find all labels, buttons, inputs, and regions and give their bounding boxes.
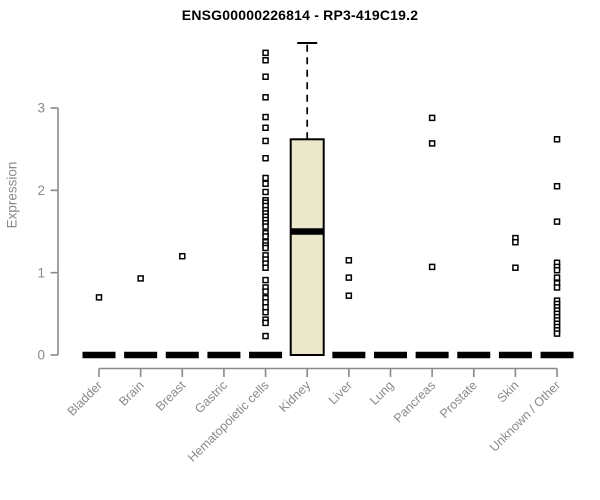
x-tick-label: Liver (326, 378, 355, 407)
outlier-point (262, 276, 269, 284)
x-tick-label: Kidney (276, 378, 313, 415)
x-tick-label: Brain (116, 378, 147, 409)
x-tick-label: Breast (153, 378, 189, 414)
outlier-point (262, 124, 269, 132)
chart-title: ENSG00000226814 - RP3-419C19.2 (181, 7, 419, 23)
median-line (207, 351, 241, 359)
outlier-point (553, 218, 561, 225)
outlier-point (262, 332, 269, 340)
median-line (540, 351, 574, 359)
outlier-point (262, 174, 269, 182)
outlier-point (262, 264, 269, 271)
median-line (82, 351, 116, 359)
outlier-point (95, 294, 103, 301)
outlier-point (512, 238, 519, 246)
outlier-point (553, 182, 561, 190)
outlier-point (553, 284, 561, 291)
outlier-point (262, 180, 269, 188)
outlier-point (512, 264, 519, 271)
outlier-point (262, 233, 269, 240)
x-tick-label: Lung (367, 378, 397, 408)
outlier-point (345, 257, 353, 264)
x-tick-label: Gastric (192, 378, 230, 416)
x-tick-label: Prostate (437, 378, 480, 421)
y-tick-label: 0 (37, 348, 45, 363)
median-line (498, 351, 532, 359)
outlier-point (428, 114, 436, 122)
outlier-point (262, 188, 269, 196)
median-line (249, 351, 283, 359)
outlier-point (179, 252, 186, 260)
outlier-point (262, 57, 269, 64)
box (289, 138, 325, 356)
outlier-point (262, 308, 269, 316)
outlier-point (428, 140, 436, 147)
outlier-point (262, 137, 269, 145)
outlier-point (262, 288, 269, 295)
outlier-point (428, 263, 436, 271)
median-line (290, 228, 324, 235)
outlier-point (262, 154, 269, 162)
outlier-point (345, 292, 353, 299)
outlier-point (262, 73, 269, 80)
y-tick-label: 1 (37, 265, 45, 280)
outlier-point (262, 94, 269, 101)
median-line (124, 351, 158, 359)
y-tick-label: 2 (37, 183, 45, 198)
outlier-point (262, 319, 269, 327)
y-tick-label: 3 (37, 101, 45, 116)
median-line (165, 351, 199, 359)
outlier-point (553, 330, 561, 337)
median-line (415, 351, 449, 359)
x-tick-label: Bladder (65, 378, 105, 418)
median-line (332, 351, 366, 359)
x-tick-label: Pancreas (391, 378, 438, 425)
x-tick-label: Skin (494, 378, 521, 405)
outlier-point (553, 136, 561, 143)
outlier-point (137, 275, 144, 282)
outlier-point (553, 266, 561, 274)
median-line (457, 351, 491, 359)
outlier-point (345, 274, 353, 281)
x-tick-label: Unknown / Other (487, 378, 563, 454)
outlier-point (262, 223, 269, 230)
median-line (373, 351, 407, 359)
outlier-point (553, 274, 561, 281)
outlier-point (262, 113, 269, 121)
x-tick-label: Hematopoietic cells (185, 378, 272, 465)
outlier-point (262, 49, 269, 57)
outlier-point (262, 244, 269, 252)
